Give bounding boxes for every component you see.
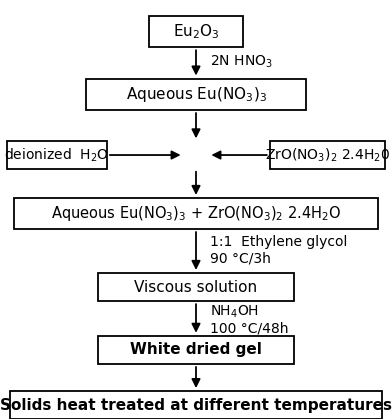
FancyBboxPatch shape (270, 141, 385, 168)
Text: deionized  H$_2$O: deionized H$_2$O (4, 146, 109, 164)
Text: White dried gel: White dried gel (130, 342, 262, 357)
FancyBboxPatch shape (98, 273, 294, 301)
Text: Aqueous Eu(NO$_3$)$_3$: Aqueous Eu(NO$_3$)$_3$ (125, 85, 267, 104)
FancyBboxPatch shape (98, 336, 294, 364)
FancyBboxPatch shape (14, 198, 378, 230)
FancyBboxPatch shape (149, 16, 243, 47)
Text: Aqueous Eu(NO$_3$)$_3$ + ZrO(NO$_3$)$_2$ 2.4H$_2$O: Aqueous Eu(NO$_3$)$_3$ + ZrO(NO$_3$)$_2$… (51, 204, 341, 223)
Text: Solids heat treated at different temperatures: Solids heat treated at different tempera… (0, 398, 392, 413)
FancyBboxPatch shape (86, 79, 306, 110)
Text: ZrO(NO$_3$)$_2$ 2.4H$_2$0: ZrO(NO$_3$)$_2$ 2.4H$_2$0 (265, 146, 390, 164)
FancyBboxPatch shape (7, 141, 107, 168)
Text: 1:1  Ethylene glycol
90 °C/3h: 1:1 Ethylene glycol 90 °C/3h (210, 235, 347, 265)
FancyBboxPatch shape (10, 391, 382, 419)
Text: 2N HNO$_3$: 2N HNO$_3$ (210, 54, 272, 70)
Text: Eu$_2$O$_3$: Eu$_2$O$_3$ (172, 22, 220, 41)
Text: NH$_4$OH
100 °C/48h: NH$_4$OH 100 °C/48h (210, 303, 288, 336)
Text: Viscous solution: Viscous solution (134, 279, 258, 295)
